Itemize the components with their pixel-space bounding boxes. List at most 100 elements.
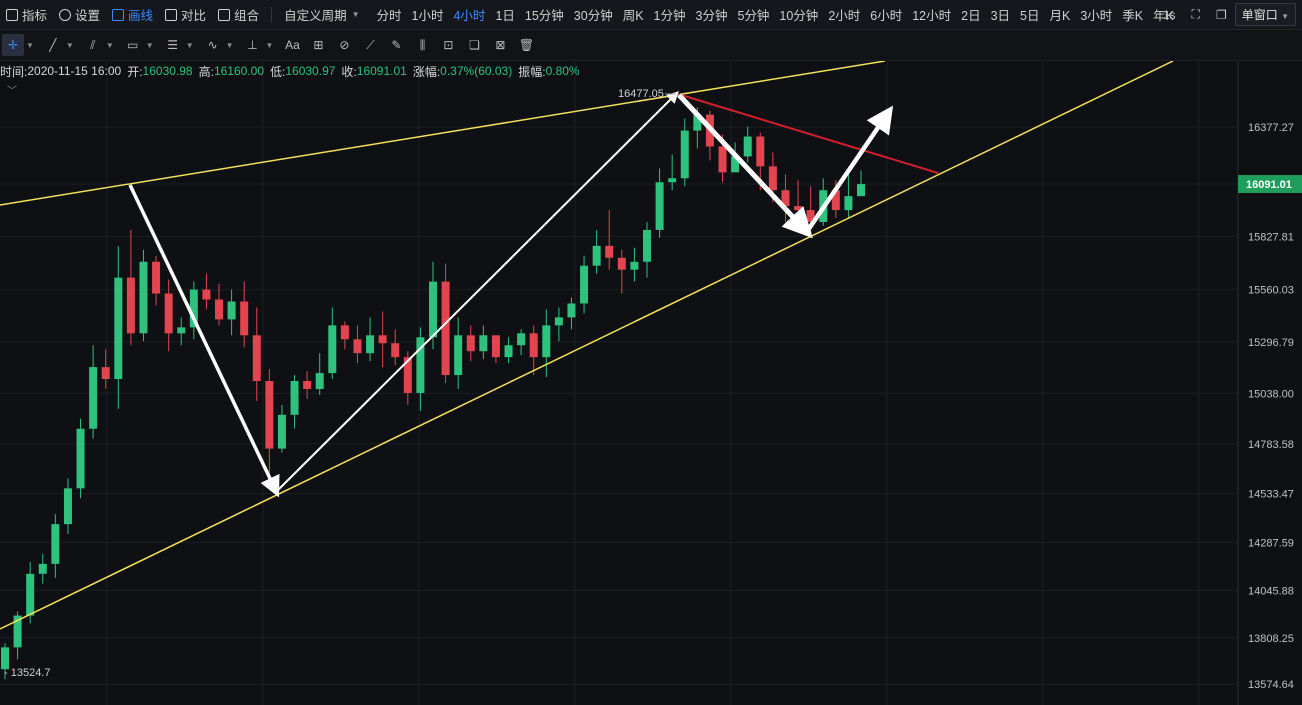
restore-icon[interactable]: ❐: [1215, 7, 1227, 22]
rectangle-tool-icon[interactable]: ▭: [127, 38, 139, 52]
measure-tool-icon[interactable]: ⊥: [247, 38, 258, 52]
period-tab-11[interactable]: 2小时: [828, 9, 861, 23]
candle-tool-icon[interactable]: ⫼: [419, 37, 426, 52]
brush-tool-icon[interactable]: ✎: [391, 38, 402, 52]
caret-down-icon[interactable]: ▼: [65, 40, 74, 50]
collapse-chevron-icon[interactable]: ﹀: [7, 86, 17, 97]
period-tab-7[interactable]: 1分钟: [653, 9, 686, 23]
pattern-tool-icon[interactable]: ⊞: [313, 38, 324, 52]
settings-button[interactable]: 设置: [53, 0, 106, 29]
period-tab-9[interactable]: 5分钟: [737, 9, 770, 23]
candle-body: [76, 428, 85, 489]
resistance-line: [677, 93, 939, 174]
candle-body: [718, 146, 727, 173]
candle-body: [491, 335, 500, 358]
period-tab-13[interactable]: 12小时: [912, 9, 952, 23]
candle-body: [391, 343, 400, 358]
period-tab-12[interactable]: 6小时: [870, 9, 903, 23]
candle-body: [252, 335, 261, 382]
period-tab-20[interactable]: 年K: [1153, 9, 1174, 23]
annotation-arrow-2: [677, 93, 813, 239]
magnet-tool-icon[interactable]: ⊘: [339, 38, 350, 52]
combine-icon: [218, 8, 231, 21]
period-tab-15[interactable]: 3日: [990, 9, 1011, 23]
caret-down-icon[interactable]: ▼: [26, 40, 34, 50]
combine-button[interactable]: 组合: [212, 0, 265, 29]
last-price-tag: [1238, 175, 1302, 194]
caret-down-icon[interactable]: ▼: [105, 40, 114, 50]
period-tab-1[interactable]: 1小时: [411, 9, 444, 23]
window-mode-dropdown[interactable]: 单窗口 ▼: [1234, 3, 1296, 26]
candle-body: [617, 257, 626, 270]
trendline-tool-icon[interactable]: ╱: [49, 38, 57, 52]
candle-body: [13, 615, 22, 648]
candle-body: [743, 136, 752, 157]
period-tab-8[interactable]: 3分钟: [695, 9, 728, 23]
text-tool-icon[interactable]: Aa: [285, 38, 300, 52]
candle-body: [731, 156, 740, 173]
y-tick-label-3: 15560.03: [1248, 285, 1294, 297]
candle-body: [240, 301, 249, 336]
ruler-tool-icon[interactable]: ⟋: [366, 37, 375, 52]
plot-background: [0, 61, 1302, 705]
candle-body: [89, 367, 98, 429]
period-tab-0[interactable]: 分时: [376, 9, 402, 23]
indicators-button[interactable]: 指标: [0, 0, 53, 29]
draw-button[interactable]: 画线: [106, 0, 159, 29]
candlestick-chart[interactable]: 16377.27 15827.81 15560.03 15296.79 15038.00…: [0, 61, 1302, 705]
period-tab-4[interactable]: 15分钟: [524, 9, 564, 23]
y-tick-label-6: 14783.58: [1248, 439, 1294, 451]
candle-body: [756, 136, 765, 167]
ohlc-infobar: 时间: 2020-11-15 16:00 开: 16030.98 高: 16160.0…: [0, 64, 580, 79]
period-tab-5[interactable]: 30分钟: [573, 9, 613, 23]
caret-down-icon[interactable]: ▼: [265, 40, 274, 50]
candle-body: [63, 488, 72, 525]
period-tab-16[interactable]: 5日: [1020, 9, 1040, 23]
period-tab-2[interactable]: 4小时: [453, 9, 486, 23]
period-tab-6[interactable]: 周K: [622, 9, 644, 23]
period-tab-10[interactable]: 10分钟: [779, 9, 819, 23]
y-tick-label-9: 14045.88: [1248, 586, 1294, 598]
crosshair-tool-icon[interactable]: ✛: [2, 34, 24, 56]
period-tab-19[interactable]: 季K: [1122, 9, 1144, 23]
candle-body: [353, 339, 362, 354]
candle-body: [592, 245, 601, 266]
low-price-label: - 13524.7: [4, 667, 50, 679]
candle-body: [567, 303, 576, 318]
caret-down-icon[interactable]: ▼: [185, 40, 194, 50]
period-tab-17[interactable]: 月K: [1049, 9, 1071, 23]
candle-body: [529, 333, 538, 358]
caret-down-icon[interactable]: ▼: [225, 40, 234, 50]
custom-period-dropdown[interactable]: 自定义周期 ▼: [284, 9, 360, 23]
period-tab-14[interactable]: 2日: [961, 9, 981, 23]
candle-body: [479, 335, 488, 352]
annotation-arrow-1: [275, 91, 679, 493]
screenshot-tool-icon[interactable]: ⊠: [495, 38, 506, 52]
candle-body: [630, 261, 639, 270]
high-price-label: 16477.05: [618, 88, 664, 100]
annotation-arrow-0: [128, 184, 280, 498]
caret-down-icon[interactable]: ▼: [145, 40, 154, 50]
indicators-icon: [6, 8, 18, 21]
fork-tool-icon[interactable]: ⫽: [90, 37, 96, 52]
candle-body: [429, 281, 437, 338]
fibonacci-tool-icon[interactable]: ☰: [167, 38, 179, 52]
candle-body: [189, 289, 198, 328]
period-tab-3[interactable]: 1日: [495, 9, 515, 23]
period-tab-18[interactable]: 3小时: [1080, 9, 1113, 23]
candle-body: [315, 373, 324, 389]
trash-tool-icon[interactable]: 🗑: [518, 38, 535, 52]
compare-button[interactable]: 对比: [159, 0, 212, 29]
candle-body: [152, 261, 161, 294]
compare-icon: [165, 8, 178, 21]
caret-down-icon: ▼: [1281, 12, 1289, 21]
fullscreen-icon[interactable]: ⛶: [1191, 7, 1200, 21]
copy-tool-icon[interactable]: ❏: [469, 38, 480, 52]
top-menubar: 指标 设置 画线 对比 组合 自定义周期 ▼ 分时 1小时 4小时 1日 15分钟 30分钟…: [0, 0, 1302, 30]
upper-trendline: [0, 61, 886, 206]
candle-body: [580, 265, 589, 304]
lock-tool-icon[interactable]: ⊡: [443, 38, 454, 52]
candle-body: [680, 130, 689, 179]
refresh-rate[interactable]: 1s: [1162, 7, 1176, 22]
wave-tool-icon[interactable]: ∿: [207, 38, 218, 52]
